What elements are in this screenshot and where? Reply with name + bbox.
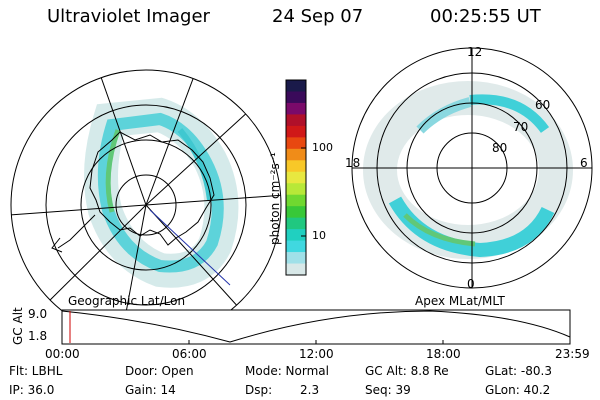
mlt-label-6: 6	[580, 156, 588, 170]
colorbar-segment	[286, 252, 306, 265]
glat-info: GLat: -80.3	[485, 364, 552, 378]
ip-info: IP: 36.0	[9, 383, 55, 397]
lat-label-70: 70	[513, 120, 529, 134]
timeline-xtick-1800: 18:00	[426, 347, 461, 361]
colorbar-segment	[286, 102, 306, 115]
colorbar-segment	[286, 194, 306, 207]
colorbar-segment	[286, 171, 306, 184]
colorbar-segment	[286, 80, 306, 92]
colorbar-segment	[286, 240, 306, 253]
colorbar-tick-10: 10	[312, 229, 326, 242]
gain-info: Gain: 14	[125, 383, 176, 397]
gcalt-info: GC Alt: 8.8 Re	[365, 364, 449, 378]
timeline-xtick-2359: 23:59	[555, 347, 590, 361]
dsp-info-label: Dsp:	[245, 383, 273, 397]
mlt-label-0: 0	[467, 277, 475, 291]
colorbar-segment	[286, 125, 306, 138]
geographic-caption: Geographic Lat/Lon	[68, 294, 186, 308]
apex-map	[351, 47, 593, 289]
colorbar-segment	[286, 160, 306, 173]
instrument-title: Ultraviolet Imager	[47, 6, 210, 27]
mlt-label-12: 12	[467, 45, 483, 59]
colorbar-segment	[286, 217, 306, 230]
timeline-xtick-0000: 00:00	[45, 347, 80, 361]
mlt-label-18: 18	[345, 156, 361, 170]
timeline-xtick-0600: 06:00	[172, 347, 207, 361]
altitude-curve	[61, 310, 571, 343]
colorbar-segment	[286, 229, 306, 242]
colorbar	[285, 79, 307, 276]
timeline-ytick-min: 1.8	[28, 329, 48, 343]
dsp-info-value: 2.3	[300, 383, 320, 397]
lat-label-60: 60	[535, 98, 551, 112]
time-label: 00:25:55 UT	[430, 6, 541, 27]
colorbar-frame	[285, 79, 307, 276]
colorbar-segment	[286, 137, 306, 150]
door-info: Door: Open	[125, 364, 194, 378]
mode-info: Mode: Normal	[245, 364, 329, 378]
glon-info: GLon: 40.2	[485, 383, 551, 397]
colorbar-segment	[286, 206, 306, 219]
seq-info: Seq: 39	[365, 383, 411, 397]
colorbar-segment	[286, 114, 306, 127]
colorbar-segment	[286, 91, 306, 104]
colorbar-tick-100: 100	[312, 141, 333, 154]
colorbar-unit-label: photon cm⁻²s⁻¹	[268, 152, 282, 245]
flt-info: Flt: LBHL	[9, 364, 63, 378]
colorbar-segment	[286, 148, 306, 161]
colorbar-segment	[286, 263, 306, 276]
colorbar-segment	[286, 183, 306, 196]
date-label: 24 Sep 07	[272, 6, 364, 27]
apex-caption: Apex MLat/MLT	[415, 294, 505, 308]
antarctica-coastline	[89, 131, 215, 246]
lat-label-80: 80	[492, 141, 508, 155]
timeline-ylabel: GC Alt	[11, 307, 25, 345]
aurora-oval-apex	[363, 81, 573, 259]
timeline-panel	[61, 309, 571, 345]
timeline-xtick-1200: 12:00	[299, 347, 334, 361]
timeline-ytick-max: 9.0	[28, 307, 48, 321]
